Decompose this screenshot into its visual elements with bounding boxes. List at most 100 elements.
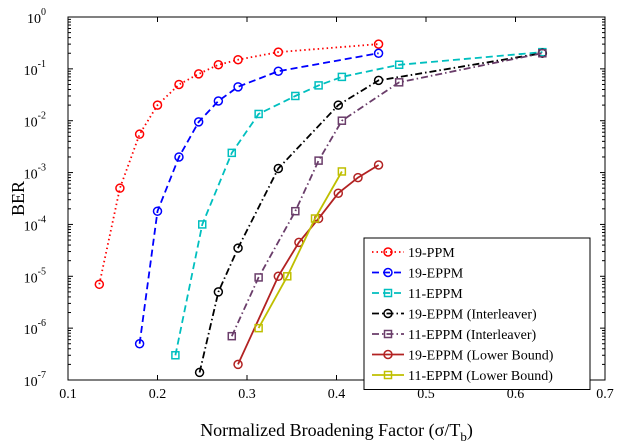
data-point [174,79,184,90]
y-tick-label: 10-5 [24,266,46,286]
data-point [337,167,347,176]
data-point [373,75,384,86]
data-point [394,78,404,87]
data-point [227,148,237,158]
legend-marker [383,349,393,360]
data-point [213,60,224,70]
data-point [233,82,243,92]
y-tick-label: 10-7 [24,370,46,390]
data-point [194,367,205,378]
data-point [538,48,547,58]
data-point [291,91,300,101]
data-point [373,39,384,49]
y-axis-label: BER [8,181,28,216]
data-point [337,116,347,125]
legend-label: 19-EPPM [408,267,464,282]
legend-marker [383,370,393,380]
data-point [233,243,243,253]
legend-label: 11-EPPM (Interleaver) [408,328,536,343]
data-point [152,206,163,216]
series-19-eppm [134,48,384,349]
legend-marker [383,267,393,278]
x-tick-label: 0.7 [596,387,614,402]
data-point [273,163,284,174]
y-tick-label: 10-1 [24,59,46,79]
data-point [394,60,404,70]
series-line [174,51,543,356]
data-point [152,100,163,110]
legend-label: 11-EPPM (Lower Bound) [408,369,553,384]
legend-marker [383,329,393,339]
series-11-eppm-lower-bound [254,167,347,333]
x-axis-label-close: ) [467,420,473,441]
series-line [98,43,379,285]
x-tick-label: 0.4 [328,387,346,402]
data-point [193,117,204,127]
data-point [373,48,384,58]
data-point [310,214,320,223]
x-tick-label: 0.6 [507,387,525,402]
series-line [138,52,379,344]
legend-marker [383,288,393,298]
x-tick-label: 0.3 [238,387,256,402]
data-point [198,220,207,229]
series-layer [94,39,548,378]
data-point [174,152,184,162]
x-tick-label: 0.5 [417,387,435,402]
data-point [373,160,384,170]
legend: 19-PPM 19-EPPM 11-EPPM 19-EPPM (Interleaver… [363,237,591,390]
legend-item: 19-EPPM (Interleaver) [372,308,537,323]
axes-ticks: 0.1 0.2 0.3 0.4 0.5 0.6 0.7 100 10-1 10-2 10-3 10-4… [24,7,614,402]
x-tick-label: 0.1 [59,387,77,402]
data-point [273,66,284,76]
legend-item: 19-PPM [372,246,455,261]
legend-marker [383,247,393,257]
y-tick-label: 10-6 [24,318,46,338]
data-point [333,188,344,198]
data-point [254,323,263,333]
legend-label: 19-EPPM (Interleaver) [408,308,537,323]
series-line [257,171,343,329]
x-axis-label-main: Normalized Broadening Factor (σ/T [200,420,460,441]
data-point [314,81,323,90]
legend-item: 11-EPPM [372,287,463,302]
x-axis-label: Normalized Broadening Factor (σ/Tb) [200,420,473,444]
legend-item: 19-EPPM (Lower Bound) [372,349,554,364]
data-point [115,183,125,193]
data-point [254,109,263,119]
data-point [213,96,224,106]
y-tick-label: 10-3 [24,163,46,183]
series-line [230,52,543,337]
data-point [193,69,204,79]
y-tick-label: 10-4 [24,214,46,234]
legend-label: 11-EPPM [408,287,463,302]
x-tick-label: 0.2 [149,387,167,402]
data-point [134,339,145,349]
data-point [333,100,344,110]
legend-item: 11-EPPM (Interleaver) [372,328,536,343]
legend-label: 19-EPPM (Lower Bound) [408,349,554,364]
data-point [254,273,263,282]
y-tick-label: 100 [27,7,46,27]
data-point [94,279,105,290]
legend-marker [383,308,393,319]
y-tick-label: 10-2 [24,111,46,131]
series-11-eppm-interleaver [227,48,547,341]
data-point [273,47,284,57]
data-point [353,172,363,183]
legend-item: 11-EPPM (Lower Bound) [372,369,553,384]
x-axis-label-subscript: b [460,429,467,444]
data-point [273,271,284,282]
data-point [213,287,224,297]
data-point [171,351,180,360]
legend-label: 19-PPM [408,246,455,261]
series-line [198,52,543,373]
series-19-ppm [94,39,384,290]
data-point [337,72,347,82]
data-point [233,54,243,65]
data-point [314,156,323,165]
data-point [227,331,237,341]
data-point [283,272,292,281]
data-point [233,359,243,370]
